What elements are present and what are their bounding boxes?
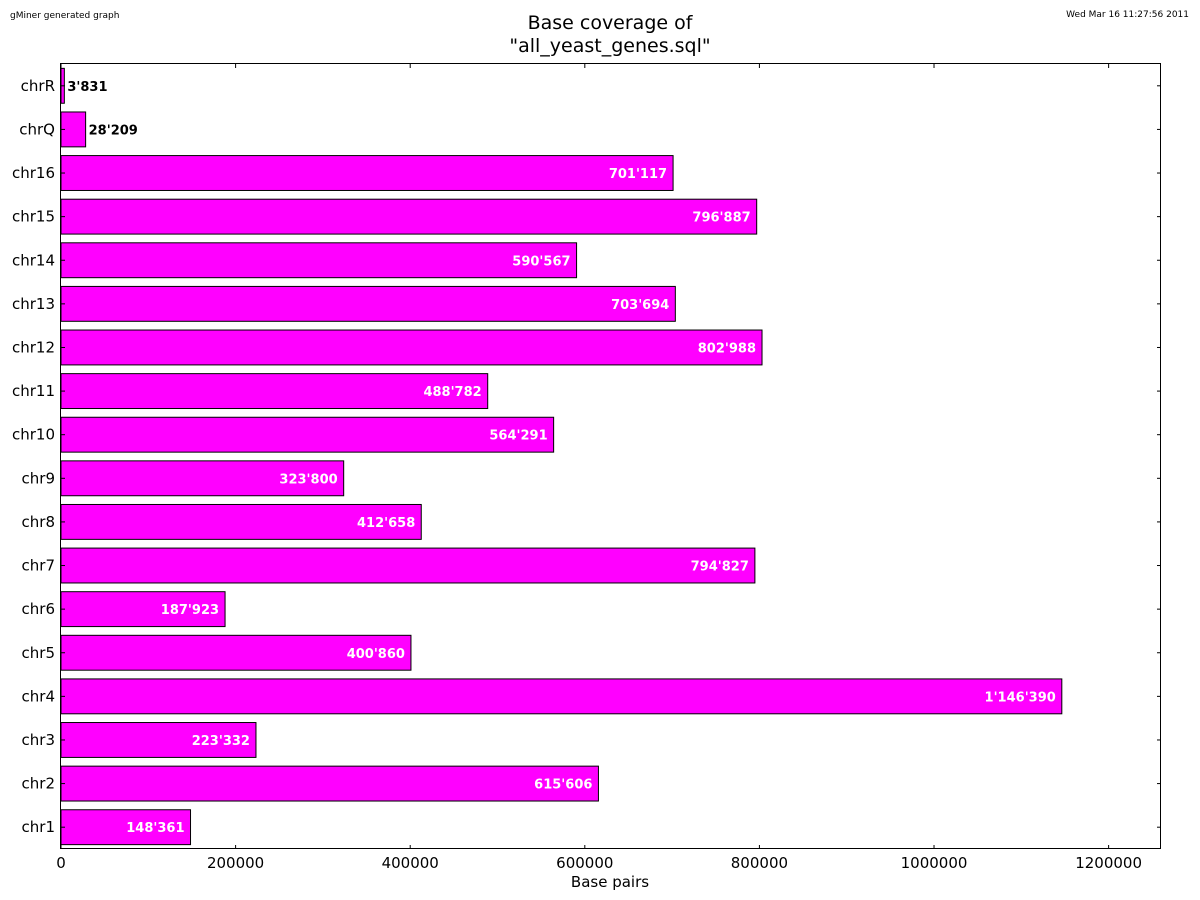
y-tick-label-chr13: chr13	[12, 295, 55, 313]
bars	[60, 67, 1063, 846]
y-tick-label-chr1: chr1	[22, 818, 55, 836]
value-label-chr12: 802'988	[698, 341, 756, 356]
x-axis: 0 200000 400000 600000 800000 1000000 1200000	[56, 64, 1142, 872]
x-tick-label-5: 1000000	[901, 854, 968, 872]
x-tick-label-2: 400000	[382, 854, 439, 872]
x-tick-label-0: 0	[56, 854, 66, 872]
y-tick-label-chrQ: chrQ	[19, 120, 55, 138]
y-tick-label-chr7: chr7	[22, 557, 55, 575]
y-tick-label-chr10: chr10	[12, 426, 55, 444]
value-label-chr10: 564'291	[489, 429, 547, 444]
bar-chr12	[60, 329, 763, 366]
y-tick-label-chr9: chr9	[22, 469, 55, 487]
y-tick-label-chrR: chrR	[21, 77, 55, 95]
bar-chr8	[60, 503, 422, 540]
generator-note: gMiner generated graph	[10, 11, 119, 21]
y-tick-label-chr5: chr5	[22, 644, 55, 662]
y-tick-label-chr14: chr14	[12, 251, 55, 269]
bar-chr4	[60, 678, 1063, 715]
value-label-chrQ: 28'209	[89, 123, 138, 138]
bar-chr1	[60, 809, 192, 846]
value-label-chr2: 615'606	[534, 778, 592, 793]
bar-chr14	[60, 242, 578, 279]
value-labels: 148'361 615'606 223'332 1'146'390 400'860 187…	[67, 80, 1055, 836]
value-label-chr13: 703'694	[611, 298, 669, 313]
bar-chr6	[60, 591, 226, 628]
chart-title-line-2: "all_yeast_genes.sql"	[509, 35, 710, 57]
bar-chr15	[60, 198, 758, 235]
value-label-chr16: 701'117	[609, 167, 667, 182]
value-label-chr9: 323'800	[279, 472, 337, 487]
plot-frame	[60, 63, 1161, 849]
value-label-chr4: 1'146'390	[985, 690, 1056, 705]
bar-chr10	[60, 416, 555, 453]
timestamp: Wed Mar 16 11:27:56 2011	[1066, 10, 1189, 20]
y-tick-label-chr12: chr12	[12, 338, 55, 356]
bar-chr13	[60, 285, 676, 322]
bar-chr3	[60, 722, 257, 758]
y-tick-label-chr3: chr3	[22, 731, 55, 749]
value-label-chr14: 590'567	[512, 254, 570, 269]
chart-title-line-1: Base coverage of	[528, 12, 694, 34]
y-tick-label-chr16: chr16	[12, 164, 55, 182]
y-tick-label-chr15: chr15	[12, 208, 55, 226]
bar-chr7	[60, 547, 756, 584]
x-tick-label-1: 200000	[207, 854, 264, 872]
value-label-chrR: 3'831	[67, 80, 107, 95]
x-tick-label-3: 600000	[556, 854, 613, 872]
bar-chr5	[60, 634, 412, 671]
bar-chr11	[60, 373, 489, 410]
value-label-chr1: 148'361	[126, 821, 184, 836]
value-label-chr6: 187'923	[161, 603, 219, 618]
value-label-chr11: 488'782	[423, 385, 481, 400]
value-label-chr7: 794'827	[691, 560, 749, 575]
x-axis-label: Base pairs	[571, 873, 649, 891]
x-tick-label-4: 800000	[731, 854, 788, 872]
value-label-chr8: 412'658	[357, 516, 415, 531]
y-tick-label-chr6: chr6	[22, 600, 55, 618]
y-tick-label-chr8: chr8	[22, 513, 55, 531]
y-tick-label-chr2: chr2	[22, 775, 55, 793]
y-tick-label-chr11: chr11	[12, 382, 55, 400]
value-label-chr5: 400'860	[347, 647, 405, 662]
y-axis: chr1 chr2 chr3 chr4 chr5 chr6 chr7 chr8 chr9 chr1…	[12, 77, 1161, 836]
bar-chr16	[60, 155, 674, 191]
bar-chr2	[60, 765, 599, 802]
value-label-chr3: 223'332	[192, 734, 250, 749]
y-tick-label-chr4: chr4	[22, 687, 55, 705]
x-tick-label-6: 1200000	[1075, 854, 1142, 872]
value-label-chr15: 796'887	[692, 211, 750, 226]
